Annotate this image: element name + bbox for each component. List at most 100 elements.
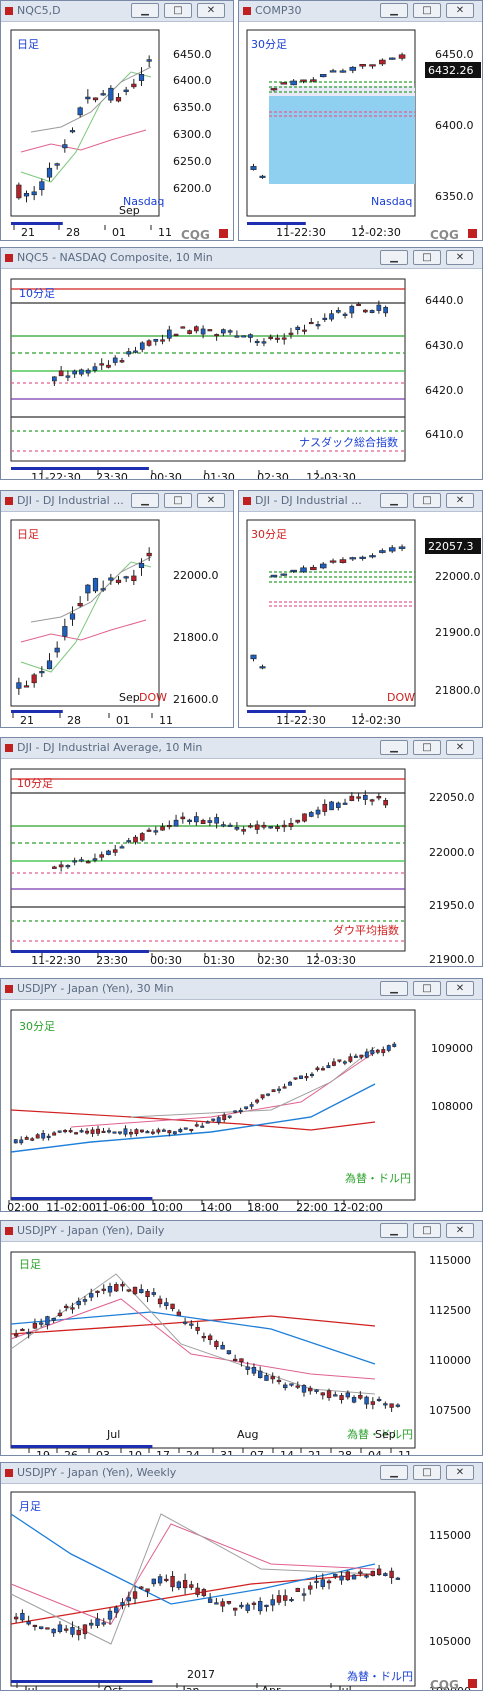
candle-body <box>270 88 278 91</box>
chart-area[interactable]: 日足 Nasdaq 6450.0 6400.0 6350.0 6300.0 6250.0 62… <box>1 22 234 241</box>
chart-area[interactable]: 30分足 Nasdaq 6450.0 6400.0 6350.0 11-22:30 12-0… <box>239 22 483 241</box>
scroll-indicator[interactable] <box>247 222 306 225</box>
chart-window-p8[interactable]: USDJPY - Japan (Yen), Daily ▁ □ ✕ 日足 為替・ドル円 11… <box>0 1220 483 1456</box>
candle-body <box>214 1341 219 1347</box>
scroll-indicator[interactable] <box>11 222 63 225</box>
candle-body <box>100 588 106 591</box>
restore-button[interactable]: □ <box>413 740 441 755</box>
minimize-button[interactable]: ▁ <box>380 1465 408 1480</box>
window-title: USDJPY - Japan (Yen), Weekly <box>17 1466 177 1479</box>
window-titlebar[interactable]: COMP30 ▁ □ ✕ <box>239 1 482 22</box>
candle-body <box>295 326 301 331</box>
candle-body <box>238 1109 243 1113</box>
chart-area[interactable]: 30分足 為替・ドル円 109000 108000 02:00 11-02:00 11-06… <box>1 1000 483 1212</box>
close-button[interactable]: ✕ <box>446 3 474 18</box>
chart-window-p6[interactable]: DJI - DJ Industrial Average, 10 Min ▁ □ ✕ 10… <box>0 737 483 967</box>
app-icon <box>243 497 251 505</box>
window-titlebar[interactable]: USDJPY - Japan (Yen), Weekly ▁ □ ✕ <box>1 1463 482 1484</box>
window-titlebar[interactable]: USDJPY - Japan (Yen), 30 Min ▁ □ ✕ <box>1 979 482 1000</box>
candle-body <box>195 1587 200 1595</box>
restore-button[interactable]: □ <box>413 1223 441 1238</box>
candle-body <box>138 74 145 81</box>
restore-button[interactable]: □ <box>164 493 192 508</box>
window-titlebar[interactable]: DJI - DJ Industrial ... ▁ □ ✕ <box>239 491 482 512</box>
ma-blue <box>10 1513 376 1605</box>
chart-area[interactable]: 30分足 DOW 22000.0 21900.0 21800.0 11-22:30 12-0… <box>239 512 483 728</box>
restore-button[interactable]: □ <box>413 3 441 18</box>
price-chart[interactable]: 30分足 Nasdaq 6450.0 6400.0 6350.0 11-22:30 12-0… <box>239 22 483 241</box>
restore-button[interactable]: □ <box>413 493 441 508</box>
close-button[interactable]: ✕ <box>197 493 225 508</box>
close-button[interactable]: ✕ <box>446 981 474 996</box>
restore-button[interactable]: □ <box>413 981 441 996</box>
minimize-button[interactable]: ▁ <box>380 250 408 265</box>
close-button[interactable]: ✕ <box>446 250 474 265</box>
minimize-button[interactable]: ▁ <box>131 3 159 18</box>
minimize-button[interactable]: ▁ <box>131 493 159 508</box>
highlight-zone <box>269 96 415 184</box>
restore-button[interactable]: □ <box>413 250 441 265</box>
x-tick-label: 22:00 <box>296 1201 328 1212</box>
minimize-icon: ▁ <box>141 5 149 16</box>
window-titlebar[interactable]: DJI - DJ Industrial ... ▁ □ ✕ <box>1 491 233 512</box>
restore-button[interactable]: □ <box>164 3 192 18</box>
app-icon <box>243 7 251 15</box>
minimize-button[interactable]: ▁ <box>380 3 408 18</box>
candle-body <box>302 329 307 332</box>
price-chart[interactable]: 30分足 DOW 22000.0 21900.0 21800.0 11-22:30 12-0… <box>239 512 483 728</box>
minimize-button[interactable]: ▁ <box>380 493 408 508</box>
scroll-indicator[interactable] <box>11 1680 153 1683</box>
price-chart[interactable]: 日足 DOW 22000.0 21800.0 21600.0 21 28 01 11 Sep <box>1 512 234 728</box>
minimize-button[interactable]: ▁ <box>380 740 408 755</box>
window-titlebar[interactable]: USDJPY - Japan (Yen), Daily ▁ □ ✕ <box>1 1221 482 1242</box>
chart-window-p4[interactable]: DJI - DJ Industrial ... ▁ □ ✕ 日足 DOW 22000.0 21… <box>0 490 234 728</box>
chart-window-p9[interactable]: USDJPY - Japan (Yen), Weekly ▁ □ ✕ 月足 為替・ドル円 1… <box>0 1462 483 1691</box>
window-titlebar[interactable]: NQC5 - NASDAQ Composite, 10 Min ▁ □ ✕ <box>1 248 482 269</box>
price-chart[interactable]: 日足 Nasdaq 6450.0 6400.0 6350.0 6300.0 6250.0 62… <box>1 22 234 241</box>
chart-window-p2[interactable]: COMP30 ▁ □ ✕ 30分足 Nasdaq 6450.0 6400.0 6350.0 11-… <box>238 0 483 241</box>
window-titlebar[interactable]: DJI - DJ Industrial Average, 10 Min ▁ □ ✕ <box>1 738 482 759</box>
close-button[interactable]: ✕ <box>446 740 474 755</box>
candle-body <box>195 1326 200 1331</box>
close-icon: ✕ <box>455 742 465 753</box>
close-button[interactable]: ✕ <box>446 493 474 508</box>
candle-body <box>232 1607 238 1611</box>
chart-window-p3[interactable]: NQC5 - NASDAQ Composite, 10 Min ▁ □ ✕ 10分足 ナス… <box>0 247 483 480</box>
chart-window-p5[interactable]: DJI - DJ Industrial ... ▁ □ ✕ 30分足 DOW 22000.0… <box>238 490 483 728</box>
y-tick-label: 112500 <box>429 1304 471 1317</box>
close-button[interactable]: ✕ <box>446 1465 474 1480</box>
scroll-indicator[interactable] <box>11 950 149 953</box>
scroll-indicator[interactable] <box>11 467 149 470</box>
scroll-indicator[interactable] <box>11 710 63 713</box>
minimize-button[interactable]: ▁ <box>380 981 408 996</box>
restore-button[interactable]: □ <box>413 1465 441 1480</box>
candle-body <box>100 93 106 96</box>
close-button[interactable]: ✕ <box>446 1223 474 1238</box>
candle-body <box>239 1358 244 1363</box>
candle-body <box>156 1129 161 1133</box>
chart-area[interactable]: 10分足 ダウ平均指数 22050.0 22000.0 21950.0 21900.0 11… <box>1 759 483 967</box>
chart-area[interactable]: 10分足 ナスダック総合指数 6440.0 6430.0 6420.0 6410.0 11-… <box>1 269 483 480</box>
candle-body <box>220 1344 225 1350</box>
chart-area[interactable]: 日足 DOW 22000.0 21800.0 21600.0 21 28 01 11 Sep <box>1 512 234 728</box>
window-titlebar[interactable]: NQC5,D ▁ □ ✕ <box>1 1 233 22</box>
candle-body <box>320 1579 325 1587</box>
scroll-indicator[interactable] <box>11 1197 153 1200</box>
chart-window-p7[interactable]: USDJPY - Japan (Yen), 30 Min ▁ □ ✕ 30分足 為替・ドル… <box>0 978 483 1212</box>
last-price-label: 22057.3 <box>428 540 474 553</box>
chart-window-p1[interactable]: NQC5,D ▁ □ ✕ 日足 Nasdaq 6450.0 6400.0 6350.0 6300.… <box>0 0 234 241</box>
close-button[interactable]: ✕ <box>197 3 225 18</box>
close-icon: ✕ <box>455 495 465 506</box>
scroll-indicator[interactable] <box>11 1445 153 1448</box>
candle-body <box>370 1050 375 1055</box>
chart-area[interactable]: 日足 為替・ドル円 115000 112500 110000 107500 19 26 03 10… <box>1 1242 483 1456</box>
scroll-indicator[interactable] <box>247 710 306 713</box>
y-tick-label: 6350.0 <box>435 190 474 203</box>
minimize-button[interactable]: ▁ <box>380 1223 408 1238</box>
